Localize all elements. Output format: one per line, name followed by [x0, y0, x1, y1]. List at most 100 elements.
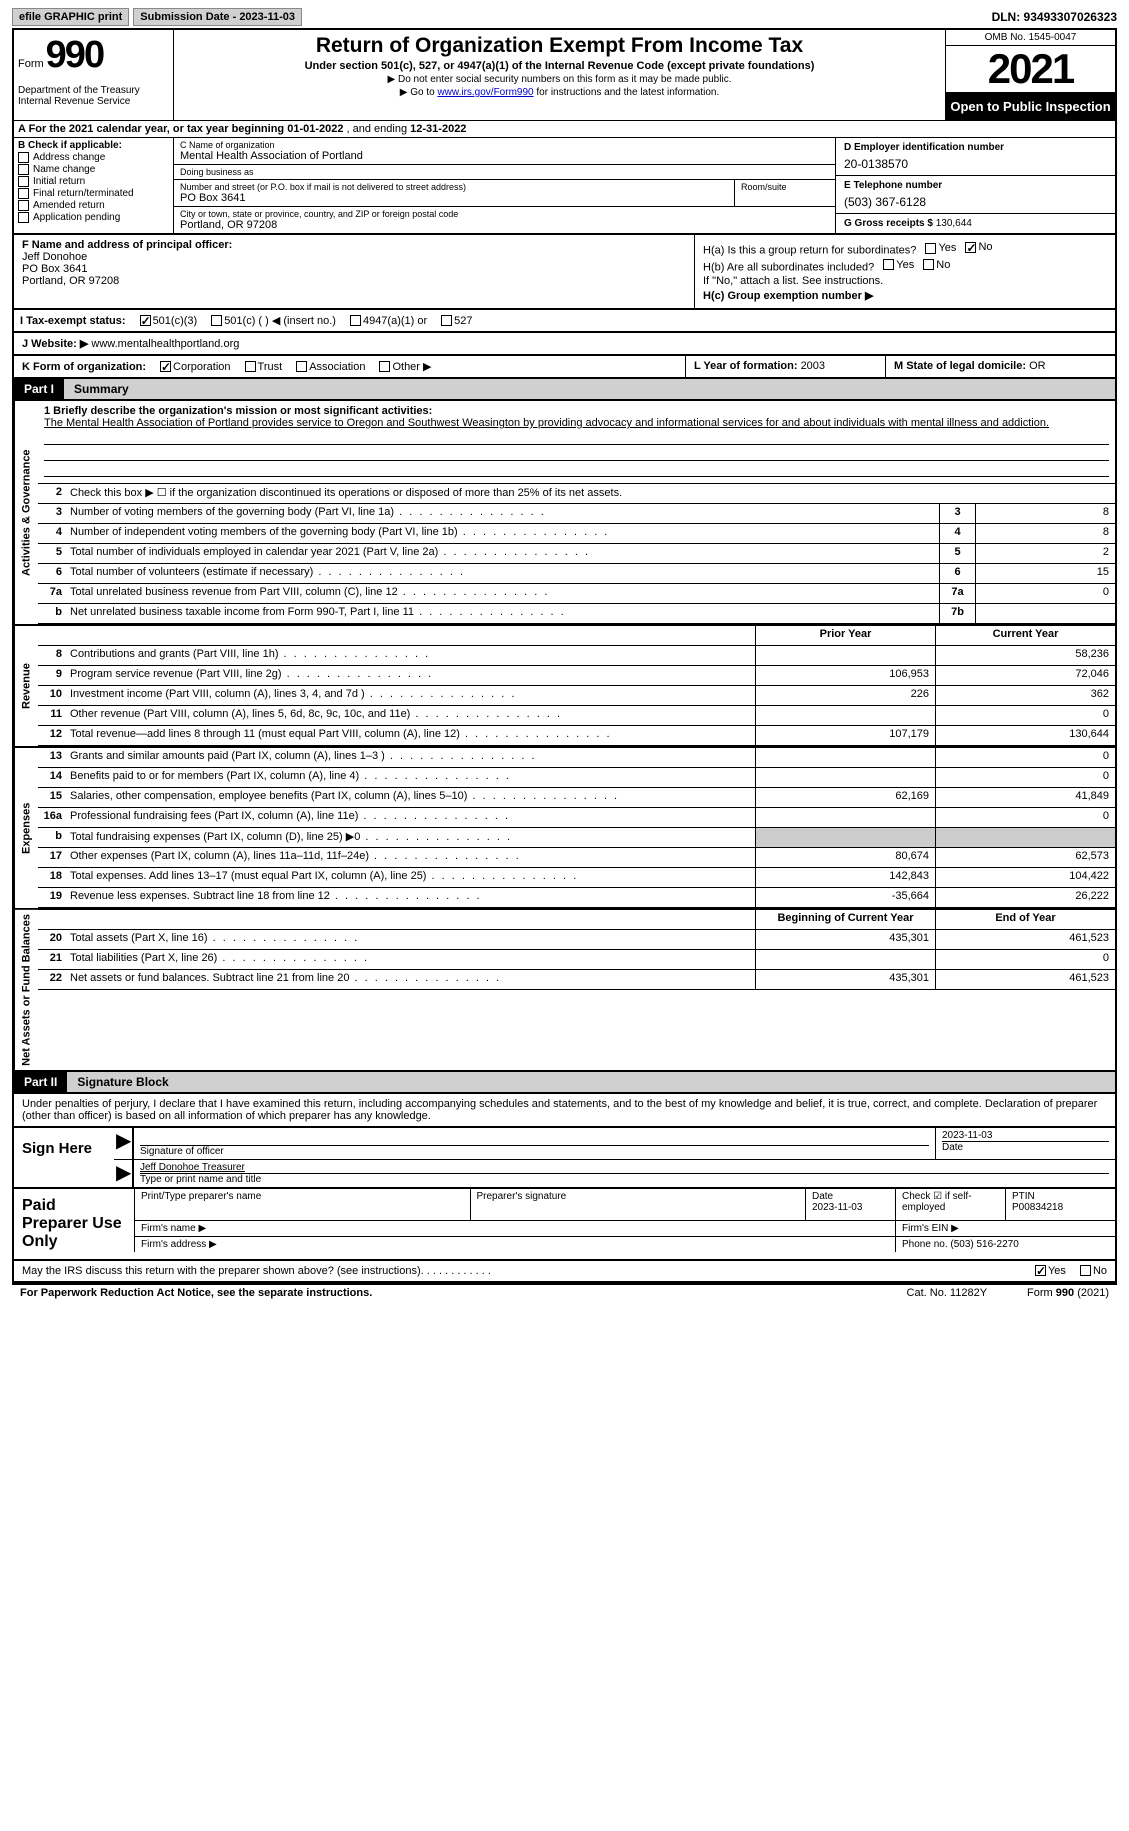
hb-label: H(b) Are all subordinates included?: [703, 261, 874, 273]
city-value: Portland, OR 97208: [180, 219, 829, 231]
hb-note: If "No," attach a list. See instructions…: [703, 275, 1107, 287]
irs-link[interactable]: www.irs.gov/Form990: [437, 87, 533, 98]
i-label: I Tax-exempt status:: [20, 315, 126, 327]
discuss-text: May the IRS discuss this return with the…: [22, 1265, 421, 1277]
dba-label: Doing business as: [180, 167, 829, 177]
cb-other[interactable]: [379, 361, 390, 372]
cb-corp[interactable]: [160, 361, 171, 372]
sig-intro: Under penalties of perjury, I declare th…: [12, 1094, 1117, 1128]
form-word: Form: [18, 58, 44, 70]
discuss-no[interactable]: [1080, 1265, 1091, 1276]
gross-value: 130,644: [936, 218, 972, 229]
sig-officer-label: Signature of officer: [140, 1146, 929, 1157]
street-value: PO Box 3641: [180, 192, 728, 204]
note-goto: ▶ Go to www.irs.gov/Form990 for instruct…: [180, 87, 939, 98]
phone-label: E Telephone number: [844, 180, 1107, 191]
f-label: F Name and address of principal officer:: [22, 239, 686, 251]
part2-num: Part II: [14, 1072, 67, 1092]
cb-name-change[interactable]: [18, 164, 29, 175]
website-value: www.mentalhealthportland.org: [91, 338, 239, 350]
pra-notice: For Paperwork Reduction Act Notice, see …: [20, 1287, 372, 1299]
form-title: Return of Organization Exempt From Incom…: [180, 34, 939, 58]
firm-ein-label: Firm's EIN ▶: [895, 1221, 1115, 1236]
officer-name: Jeff Donohoe: [22, 251, 686, 263]
phone-value: (503) 367-6128: [844, 195, 1107, 209]
room-label: Room/suite: [741, 182, 829, 192]
dln: DLN: 93493307026323: [992, 10, 1117, 24]
sig-date-val: 2023-11-03: [942, 1130, 1109, 1142]
cb-assoc[interactable]: [296, 361, 307, 372]
sign-here-label: Sign Here: [14, 1128, 114, 1187]
prep-sig-label: Preparer's signature: [477, 1191, 800, 1202]
hdr-begin: Beginning of Current Year: [755, 910, 935, 929]
hdr-end: End of Year: [935, 910, 1115, 929]
sig-date-label: Date: [942, 1142, 1109, 1153]
prep-date-val: 2023-11-03: [812, 1202, 889, 1213]
sig-name-title: Jeff Donohoe Treasurer: [140, 1162, 1109, 1174]
m-value: OR: [1029, 360, 1046, 372]
hb-yes[interactable]: [883, 259, 894, 270]
hdr-prior: Prior Year: [755, 626, 935, 645]
check-self-emp: Check ☑ if self-employed: [895, 1189, 1005, 1220]
ptin-label: PTIN: [1012, 1191, 1109, 1202]
cb-501c3[interactable]: [140, 315, 151, 326]
cb-527[interactable]: [441, 315, 452, 326]
ha-label: H(a) Is this a group return for subordin…: [703, 245, 916, 257]
hb-no[interactable]: [923, 259, 934, 270]
city-label: City or town, state or province, country…: [180, 209, 829, 219]
k-label: K Form of organization:: [22, 361, 146, 373]
cb-address-change[interactable]: [18, 152, 29, 163]
hc-label: H(c) Group exemption number ▶: [703, 289, 1107, 302]
row-a-tax-year: A For the 2021 calendar year, or tax yea…: [12, 120, 1117, 138]
ha-yes[interactable]: [925, 243, 936, 254]
sig-arrow-icon: ▶: [114, 1160, 132, 1187]
street-label: Number and street (or P.O. box if mail i…: [180, 182, 728, 192]
b-label: B Check if applicable:: [18, 140, 169, 151]
j-label: J Website: ▶: [22, 338, 91, 350]
ha-no[interactable]: [965, 242, 976, 253]
vtab-activities: Activities & Governance: [14, 401, 38, 624]
cb-amended[interactable]: [18, 200, 29, 211]
efile-print-button[interactable]: efile GRAPHIC print: [12, 8, 129, 26]
cb-trust[interactable]: [245, 361, 256, 372]
officer-addr1: PO Box 3641: [22, 263, 686, 275]
sig-arrow-icon: ▶: [114, 1128, 132, 1159]
cb-4947[interactable]: [350, 315, 361, 326]
vtab-expenses: Expenses: [14, 748, 38, 908]
prep-date-label: Date: [812, 1191, 889, 1202]
dept-label: Department of the Treasury Internal Reve…: [18, 85, 169, 107]
l-label: L Year of formation:: [694, 360, 801, 372]
firm-phone-val: (503) 516-2270: [950, 1239, 1018, 1250]
discuss-yes[interactable]: [1035, 1265, 1046, 1276]
vtab-revenue: Revenue: [14, 626, 38, 746]
tax-year: 2021: [946, 46, 1115, 93]
ein-value: 20-0138570: [844, 157, 1107, 171]
ptin-value: P00834218: [1012, 1202, 1109, 1213]
m-label: M State of legal domicile:: [894, 360, 1029, 372]
firm-addr-label: Firm's address ▶: [134, 1237, 895, 1252]
line2-text: Check this box ▶ ☐ if the organization d…: [66, 484, 1115, 503]
form-ref: Form 990 (2021): [1027, 1287, 1109, 1299]
cb-app-pending[interactable]: [18, 212, 29, 223]
part2-title: Signature Block: [67, 1072, 1115, 1092]
firm-name-label: Firm's name ▶: [134, 1221, 895, 1236]
cb-initial-return[interactable]: [18, 176, 29, 187]
l-value: 2003: [801, 360, 825, 372]
submission-date: Submission Date - 2023-11-03: [133, 8, 302, 26]
paid-prep-label: Paid Preparer Use Only: [14, 1189, 134, 1259]
c-name-label: C Name of organization: [180, 140, 829, 150]
vtab-netassets: Net Assets or Fund Balances: [14, 910, 38, 1070]
cb-final-return[interactable]: [18, 188, 29, 199]
officer-addr2: Portland, OR 97208: [22, 275, 686, 287]
hdr-curr: Current Year: [935, 626, 1115, 645]
open-inspection: Open to Public Inspection: [946, 93, 1115, 120]
org-name: Mental Health Association of Portland: [180, 150, 829, 162]
omb-number: OMB No. 1545-0047: [946, 30, 1115, 46]
cat-no: Cat. No. 11282Y: [907, 1287, 988, 1299]
cb-501c[interactable]: [211, 315, 222, 326]
mission-label: 1 Briefly describe the organization's mi…: [44, 405, 1109, 417]
part1-title: Summary: [64, 379, 1115, 399]
sig-type-label: Type or print name and title: [140, 1174, 1109, 1185]
ein-label: D Employer identification number: [844, 142, 1107, 153]
part1-num: Part I: [14, 379, 64, 399]
